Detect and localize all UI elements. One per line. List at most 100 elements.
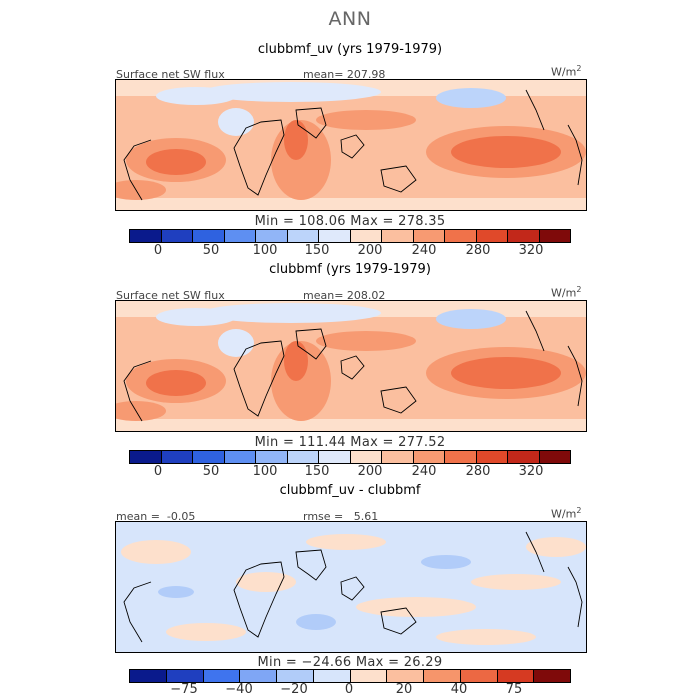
panel-2-high-region xyxy=(316,331,416,351)
panel-1-units: W/m2 xyxy=(551,64,581,79)
panel-2-variable: Surface net SW flux xyxy=(116,289,225,302)
panel-3-positive-region xyxy=(306,534,386,550)
colorbar-tick: −20 xyxy=(280,682,308,697)
colorbar-tick: 50 xyxy=(202,243,220,258)
panel-1-map-svg xyxy=(116,80,586,210)
panel-3-colorbar-ticks: −75 −40 −20 0 20 40 75 xyxy=(129,682,569,698)
colorbar-swatch xyxy=(508,230,540,242)
coastline xyxy=(340,355,365,380)
panel-1-peak-region xyxy=(284,120,308,160)
panel-3-mean: mean = -0.05 xyxy=(116,510,195,523)
panel-3-positive-region xyxy=(121,540,191,564)
panel-1-units-text: W/m xyxy=(551,65,577,79)
colorbar-tick: 0 xyxy=(153,243,163,258)
colorbar-swatch xyxy=(166,670,204,682)
colorbar-swatch xyxy=(445,451,477,463)
panel-1-minmax: Min = 108.06 Max = 278.35 xyxy=(254,214,446,229)
panel-3-negative-region xyxy=(421,555,471,569)
colorbar-tick: 280 xyxy=(465,243,491,258)
panel-2-colorbar-ticks: 0 50 100 150 200 240 280 320 xyxy=(129,464,569,480)
colorbar-tick: −75 xyxy=(170,682,198,697)
panel-1-colorbar-ticks: 0 50 100 150 200 240 280 320 xyxy=(129,243,569,259)
colorbar-tick: 200 xyxy=(357,464,383,479)
panel-2-colorbar xyxy=(129,450,571,464)
colorbar-swatch xyxy=(424,670,461,682)
colorbar-swatch xyxy=(413,451,445,463)
colorbar-swatch xyxy=(460,670,498,682)
coastline xyxy=(123,360,152,422)
panel-3-positive-region xyxy=(436,629,536,645)
panel-1-map xyxy=(115,79,587,211)
panel-2-mean: mean= 208.02 xyxy=(303,289,385,302)
panel-3-positive-region xyxy=(236,572,296,592)
panel-3-units-text: W/m xyxy=(551,507,577,521)
colorbar-swatch xyxy=(224,451,256,463)
colorbar-swatch xyxy=(224,230,256,242)
colorbar-tick: 50 xyxy=(202,464,220,479)
panel-3-coastlines xyxy=(123,531,583,643)
panel-2-low-region xyxy=(201,303,381,323)
coastline xyxy=(567,124,583,186)
coastline xyxy=(525,531,545,573)
panel-1-low-region xyxy=(201,82,381,102)
panel-3-positive-region xyxy=(526,537,586,557)
colorbar-swatch xyxy=(130,670,167,682)
colorbar-tick: 0 xyxy=(153,464,163,479)
panel-1-units-sup: 2 xyxy=(576,64,582,73)
colorbar-swatch xyxy=(445,230,477,242)
panel-3-positive-region xyxy=(471,574,561,590)
panel-3-colorbar xyxy=(129,669,571,683)
panel-1-low-region xyxy=(436,88,506,108)
panel-1-low-region xyxy=(156,87,236,105)
panel-3-mean-label: mean = xyxy=(116,510,160,523)
panel-2-coastlines xyxy=(123,310,583,422)
colorbar-tick: 0 xyxy=(344,682,354,697)
panel-2-units: W/m2 xyxy=(551,285,581,300)
colorbar-swatch xyxy=(319,230,351,242)
coastline xyxy=(567,566,583,628)
colorbar-swatch xyxy=(387,670,424,682)
panel-1-peak-region xyxy=(146,149,206,175)
colorbar-swatch xyxy=(240,670,277,682)
panel-1-peak-region xyxy=(451,136,561,168)
panel-1-high-region xyxy=(116,180,166,200)
colorbar-swatch xyxy=(256,230,288,242)
coastline xyxy=(295,328,327,360)
colorbar-tick: 40 xyxy=(450,682,468,697)
colorbar-swatch xyxy=(476,230,508,242)
panel-2-peak-region xyxy=(451,357,561,389)
colorbar-swatch xyxy=(382,230,414,242)
colorbar-swatch xyxy=(350,451,382,463)
coastline xyxy=(340,134,365,159)
coastline xyxy=(295,107,327,139)
panel-1-band-south xyxy=(116,198,586,210)
panel-2-minmax: Min = 111.44 Max = 277.52 xyxy=(254,435,446,450)
colorbar-swatch xyxy=(350,230,382,242)
colorbar-swatch xyxy=(130,230,162,242)
panel-1-mean-value: 207.98 xyxy=(346,68,386,81)
panel-2-low-region xyxy=(436,309,506,329)
colorbar-swatch xyxy=(476,451,508,463)
colorbar-tick: 75 xyxy=(505,682,523,697)
panel-2-map-svg xyxy=(116,301,586,431)
colorbar-swatch xyxy=(161,451,193,463)
colorbar-swatch xyxy=(203,670,241,682)
coastline xyxy=(567,345,583,407)
panel-3-rmse: rmse = 5.61 xyxy=(303,510,378,523)
colorbar-swatch xyxy=(539,230,570,242)
coastline xyxy=(525,89,545,131)
coastline xyxy=(380,165,417,193)
panel-3-rmse-label: rmse = xyxy=(303,510,344,523)
panel-2-low-region xyxy=(156,308,236,326)
panel-3-negative-region xyxy=(296,614,336,630)
coastline xyxy=(233,561,285,638)
panel-2-peak-region xyxy=(146,370,206,396)
panel-2-mean-label: mean= xyxy=(303,289,344,302)
panel-3-title: clubbmf_uv - clubbmf xyxy=(279,483,421,498)
colorbar-swatch xyxy=(130,451,162,463)
coastline xyxy=(233,340,285,417)
colorbar-swatch xyxy=(161,230,193,242)
colorbar-tick: 240 xyxy=(411,243,437,258)
colorbar-tick: 100 xyxy=(252,243,278,258)
colorbar-swatch xyxy=(497,670,535,682)
